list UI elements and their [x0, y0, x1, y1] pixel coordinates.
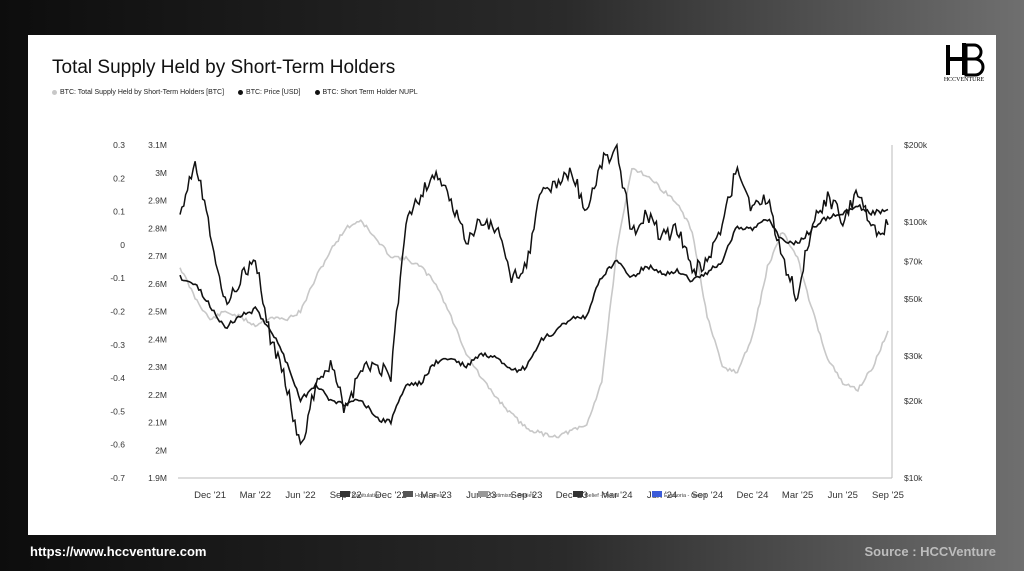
price-tick-label: $10k — [904, 473, 923, 483]
nupl-tick-label: -0.2 — [110, 307, 125, 317]
x-tick-label: Jun '24 — [647, 490, 677, 501]
x-tick-label: Dec '21 — [194, 490, 226, 501]
x-tick-label: Mar '24 — [601, 490, 632, 501]
nupl-tick-label: 0 — [120, 240, 125, 250]
zone-label: Optimism - Anxiety — [490, 493, 536, 499]
legend-dot-nupl — [314, 90, 320, 95]
supply-tick-label: 1.9M — [148, 473, 167, 483]
hccventure-logo: HCCVENTURE — [940, 41, 988, 85]
series-line-supply — [179, 167, 889, 439]
nupl-tick-label: 0.3 — [113, 140, 125, 150]
supply-tick-label: 2M — [155, 445, 167, 455]
x-tick-label: Mar '25 — [782, 490, 813, 501]
zone-swatch — [403, 491, 413, 497]
x-tick-label: Dec '22 — [375, 490, 407, 501]
logo-text: HCCVENTURE — [943, 77, 985, 83]
price-tick-label: $200k — [904, 140, 928, 150]
price-tick-label: $20k — [904, 396, 923, 406]
legend-label-supply: BTC: Total Supply Held by Short-Term Hol… — [60, 89, 225, 96]
x-tick-label: Dec '23 — [556, 490, 588, 501]
x-tick-label: Jun '22 — [285, 490, 315, 501]
website-link[interactable]: https://www.hccventure.com — [30, 544, 207, 559]
nupl-tick-label: -0.6 — [110, 440, 125, 450]
nupl-tick-label: 0.2 — [113, 173, 125, 183]
zone-label: Belief - Denial — [585, 493, 619, 499]
supply-tick-label: 3.1M — [148, 140, 167, 150]
zone-swatch — [478, 491, 488, 497]
series-line-price — [179, 203, 889, 426]
nupl-tick-label: -0.3 — [110, 340, 125, 350]
supply-tick-label: 2.3M — [148, 362, 167, 372]
x-tick-label: Mar '23 — [420, 490, 451, 501]
supply-tick-label: 2.8M — [148, 223, 167, 233]
price-tick-label: $30k — [904, 351, 923, 361]
x-tick-label: Dec '24 — [736, 490, 768, 501]
supply-tick-label: 2.6M — [148, 279, 167, 289]
legend-dot-price — [238, 90, 244, 95]
x-tick-label: Sep '24 — [691, 490, 723, 501]
supply-tick-label: 2.9M — [148, 196, 167, 206]
legend-dot-supply — [52, 90, 57, 95]
supply-tick-label: 3M — [155, 168, 167, 178]
price-tick-label: $50k — [904, 294, 923, 304]
nupl-tick-label: -0.5 — [110, 406, 125, 416]
source-label: Source : HCCVenture — [864, 544, 996, 559]
supply-tick-label: 2.7M — [148, 251, 167, 261]
nupl-tick-label: 0.1 — [113, 207, 125, 217]
legend-item-price[interactable]: BTC: Price [USD] — [238, 89, 301, 96]
nupl-tick-label: -0.7 — [110, 473, 125, 483]
x-tick-label: Jun '25 — [828, 490, 858, 501]
series-line-nupl — [179, 142, 889, 446]
chart-card: 0.3 0.2 0.1 0 -0.1 -0.2 -0.3 -0.4 -0.5 -0.6 -0.7 3.… — [28, 35, 996, 535]
price-tick-label: $100k — [904, 217, 928, 227]
zone-swatch — [573, 491, 583, 497]
legend-label-nupl: BTC: Short Term Holder NUPL — [322, 89, 418, 96]
supply-tick-label: 2.1M — [148, 418, 167, 428]
price-tick-label: $70k — [904, 257, 923, 267]
supply-tick-label: 2.5M — [148, 307, 167, 317]
zone-swatch — [652, 491, 662, 497]
legend-item-nupl[interactable]: BTC: Short Term Holder NUPL — [314, 89, 418, 96]
chart: 0.3 0.2 0.1 0 -0.1 -0.2 -0.3 -0.4 -0.5 -0.6 -0.7 3.… — [110, 140, 928, 501]
zone-swatch — [340, 491, 350, 497]
legend: BTC: Total Supply Held by Short-Term Hol… — [52, 89, 418, 96]
zone-label: Capitulation — [352, 493, 381, 499]
zone-label: Hope - Fear — [415, 493, 445, 499]
chart-title: Total Supply Held by Short-Term Holders — [52, 57, 396, 78]
nupl-tick-label: -0.1 — [110, 273, 125, 283]
x-tick-label: Mar '22 — [240, 490, 271, 501]
supply-tick-label: 2.2M — [148, 390, 167, 400]
x-tick-label: Sep '25 — [872, 490, 904, 501]
nupl-tick-label: -0.4 — [110, 373, 125, 383]
logo-mark-icon — [946, 43, 985, 77]
legend-label-price: BTC: Price [USD] — [246, 89, 301, 96]
zone-label: Euphoria - Greed — [664, 493, 706, 499]
supply-tick-label: 2.4M — [148, 334, 167, 344]
x-tick-label: Sep '23 — [510, 490, 542, 501]
legend-item-supply[interactable]: BTC: Total Supply Held by Short-Term Hol… — [52, 89, 224, 96]
